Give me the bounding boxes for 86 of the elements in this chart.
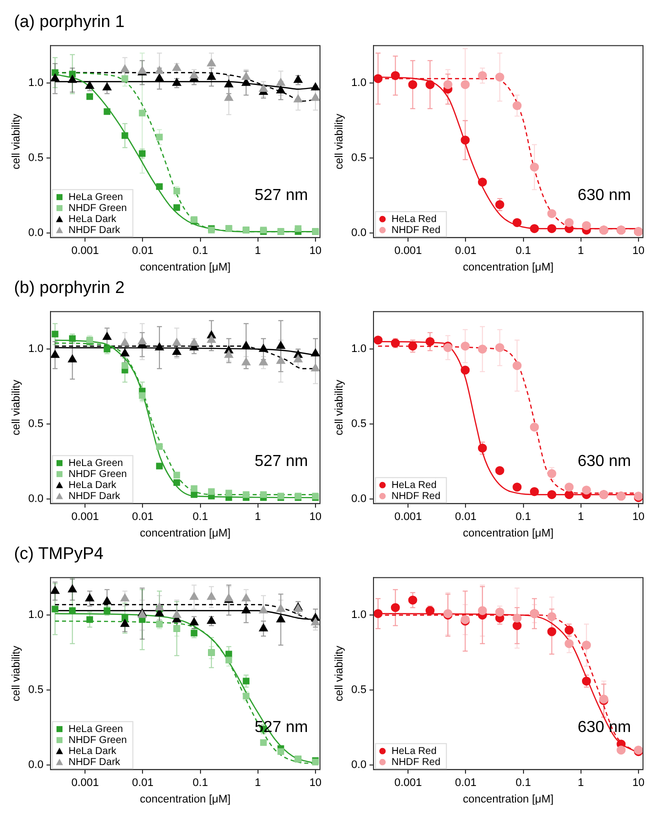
- legend-label: HeLa Dark: [68, 480, 118, 491]
- legend-label: HeLa Green: [68, 458, 123, 469]
- x-tick-label: 10: [632, 511, 645, 524]
- legend-label: HeLa Green: [68, 724, 123, 735]
- y-tick-label: 0.0: [28, 493, 44, 506]
- legend-label: NHDF Green: [68, 734, 127, 746]
- legend-label: HeLa Dark: [68, 746, 118, 757]
- x-tick-label: 0.01: [132, 511, 154, 524]
- y-tick-label: 0.5: [28, 152, 44, 164]
- x-tick-label: 0.001: [394, 245, 422, 258]
- y-tick-label: 0.0: [28, 227, 44, 240]
- x-tick-label: 10: [309, 245, 322, 258]
- legend-label: NHDF Green: [68, 468, 127, 480]
- x-tick-label: 0.1: [516, 511, 531, 524]
- legend-label: NHDF Green: [68, 202, 127, 214]
- x-tick-label: 0.01: [455, 777, 476, 790]
- x-tick-label: 1: [254, 511, 261, 524]
- chart-title: (c) TMPyP4: [13, 543, 104, 565]
- chart-title: (b) porphyrin 2: [13, 277, 126, 299]
- y-tick-label: 0.5: [351, 684, 366, 696]
- legend-label: HeLa Green: [68, 192, 123, 203]
- x-tick-label: 0.01: [132, 777, 154, 790]
- x-tick-label: 0.1: [516, 245, 531, 258]
- x-tick-label: 0.001: [71, 511, 99, 524]
- chart-title: (a) porphyrin 1: [13, 11, 126, 33]
- annotation: 630 nm: [578, 452, 631, 470]
- legend-label: NHDF Red: [391, 224, 440, 236]
- y-tick-label: 1.0: [28, 77, 44, 90]
- x-axis-title: concentration [μM]: [140, 793, 231, 806]
- x-axis-title: concentration [μM]: [462, 261, 554, 274]
- annotation: 630 nm: [578, 186, 631, 204]
- legend-label: NHDF Red: [391, 756, 440, 768]
- x-tick-label: 1: [578, 245, 584, 258]
- legend-label: NHDF Dark: [68, 490, 122, 502]
- x-tick-label: 0.001: [71, 245, 99, 258]
- x-tick-label: 0.1: [192, 777, 208, 790]
- x-tick-label: 10: [632, 777, 645, 790]
- x-tick-label: 0.001: [394, 777, 422, 790]
- x-tick-label: 0.001: [394, 511, 422, 524]
- y-tick-label: 0.5: [28, 684, 44, 696]
- y-tick-label: 0.5: [351, 152, 366, 164]
- x-tick-label: 10: [309, 511, 322, 524]
- y-tick-label: 1.0: [351, 609, 366, 622]
- y-tick-label: 0.0: [28, 759, 44, 772]
- x-tick-label: 0.1: [192, 245, 208, 258]
- y-tick-label: 1.0: [351, 343, 366, 356]
- x-axis-title: concentration [μM]: [140, 261, 231, 274]
- x-tick-label: 0.01: [455, 245, 476, 258]
- y-axis-title: cell viability: [10, 379, 23, 436]
- legend-label: HeLa Red: [391, 480, 437, 491]
- y-axis-title: cell viability: [334, 645, 346, 702]
- y-axis-title: cell viability: [334, 113, 346, 170]
- y-tick-label: 0.0: [351, 759, 366, 772]
- x-tick-label: 0.1: [516, 777, 531, 790]
- legend-label: NHDF Red: [391, 490, 440, 502]
- x-axis-title: concentration [μM]: [462, 793, 554, 806]
- annotation: 527 nm: [254, 186, 308, 204]
- y-tick-label: 1.0: [28, 343, 44, 356]
- x-tick-label: 1: [578, 511, 584, 524]
- y-tick-label: 0.5: [28, 418, 44, 430]
- y-tick-label: 1.0: [28, 609, 44, 622]
- legend-label: NHDF Dark: [68, 756, 122, 768]
- annotation: 630 nm: [578, 718, 631, 736]
- x-axis-title: concentration [μM]: [462, 527, 554, 540]
- legend-label: HeLa Red: [391, 746, 437, 757]
- y-axis-title: cell viability: [334, 379, 346, 436]
- y-axis-title: cell viability: [10, 645, 23, 702]
- x-tick-label: 10: [632, 245, 645, 258]
- x-tick-label: 0.01: [455, 511, 476, 524]
- x-axis-title: concentration [μM]: [140, 527, 231, 540]
- y-tick-label: 0.0: [351, 227, 366, 240]
- x-tick-label: 10: [309, 777, 322, 790]
- x-tick-label: 0.001: [71, 777, 99, 790]
- legend-label: HeLa Red: [391, 214, 437, 225]
- x-tick-label: 0.1: [192, 511, 208, 524]
- x-tick-label: 1: [254, 245, 261, 258]
- y-tick-label: 0.0: [351, 493, 366, 506]
- y-tick-label: 0.5: [351, 418, 366, 430]
- legend-label: NHDF Dark: [68, 224, 122, 236]
- y-tick-label: 1.0: [351, 77, 366, 90]
- annotation: 527 nm: [254, 452, 308, 470]
- x-tick-label: 1: [578, 777, 584, 790]
- x-tick-label: 1: [254, 777, 261, 790]
- legend-label: HeLa Dark: [68, 214, 118, 225]
- y-axis-title: cell viability: [10, 113, 23, 170]
- x-tick-label: 0.01: [132, 245, 154, 258]
